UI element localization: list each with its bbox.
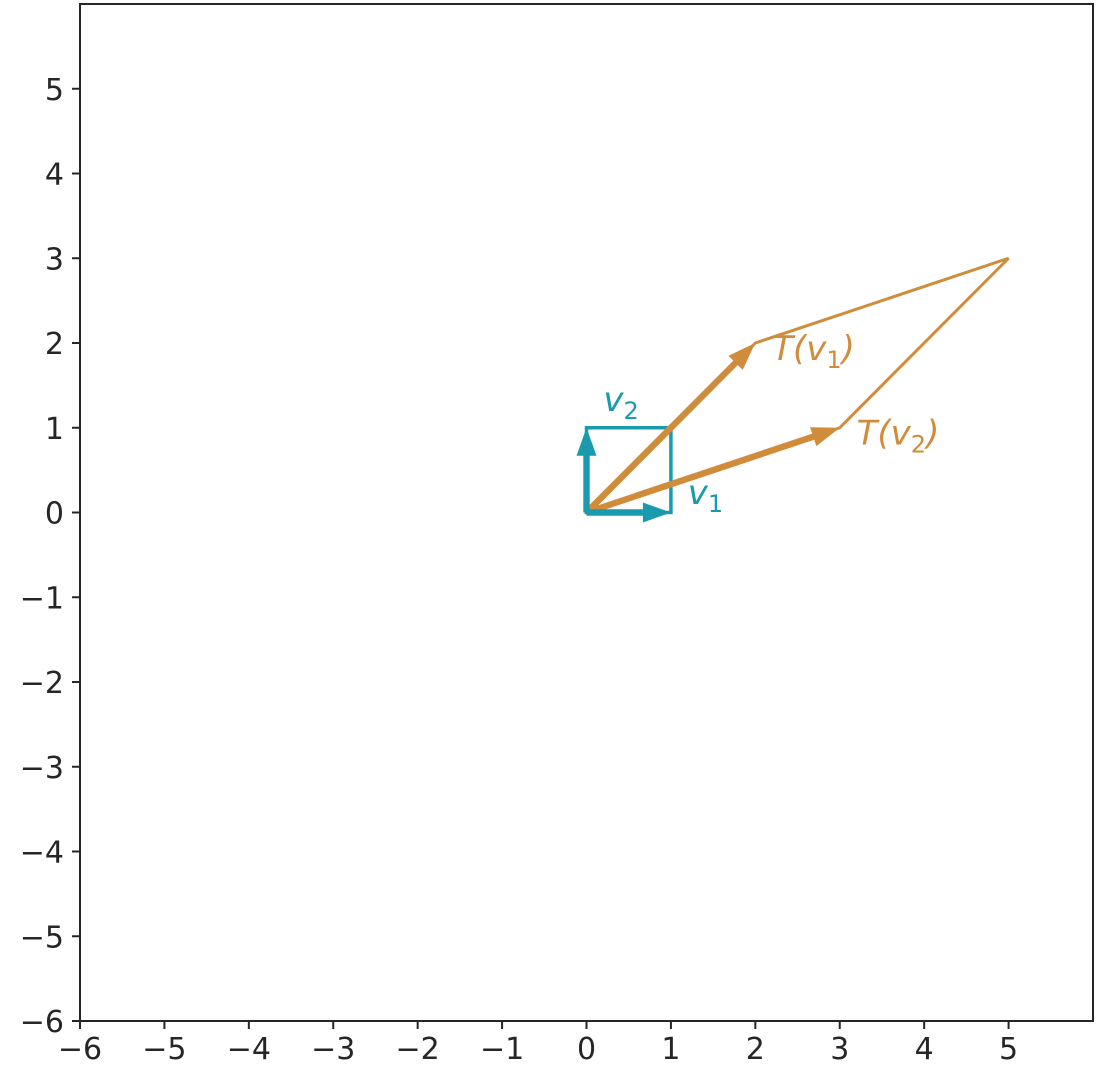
y-tick-label: 2 bbox=[45, 327, 64, 362]
vector-label-close: ) bbox=[923, 414, 939, 454]
vector-label-Tv2: T(v2) bbox=[857, 414, 940, 459]
y-tick-label: −5 bbox=[20, 920, 64, 955]
x-tick-label: −3 bbox=[311, 1032, 355, 1067]
vector-label-base: v bbox=[688, 473, 709, 513]
y-tick-label: −6 bbox=[20, 1005, 64, 1040]
y-tick-label: −2 bbox=[20, 666, 64, 701]
x-tick-label: 1 bbox=[661, 1032, 680, 1067]
x-tick-label: −2 bbox=[396, 1032, 440, 1067]
vector-label-subscript: 1 bbox=[826, 346, 841, 374]
x-tick-label: 3 bbox=[830, 1032, 849, 1067]
vector-label-base: T(v bbox=[772, 329, 827, 369]
x-tick-label: −4 bbox=[227, 1032, 271, 1067]
x-tick-label: −1 bbox=[480, 1032, 524, 1067]
y-tick-label: −1 bbox=[20, 581, 64, 616]
arrow-v2 bbox=[576, 427, 597, 513]
y-tick-label: 3 bbox=[45, 242, 64, 277]
arrow-Tv1 bbox=[584, 343, 756, 515]
x-tick-label: −6 bbox=[58, 1032, 102, 1067]
vector-label-subscript: 1 bbox=[708, 490, 723, 518]
x-tick-label: −5 bbox=[142, 1032, 186, 1067]
y-tick-label: −3 bbox=[20, 751, 64, 786]
vector-label-subscript: 2 bbox=[911, 431, 926, 459]
x-tick-label: 5 bbox=[999, 1032, 1018, 1067]
y-tick-label: 0 bbox=[45, 497, 64, 532]
x-tick-label: 4 bbox=[915, 1032, 934, 1067]
arrow-Tv2 bbox=[585, 427, 840, 516]
vector-label-subscript: 2 bbox=[624, 397, 639, 425]
axes-layer: −6 −5 −4 −3 −2 −1 0 1 2 3 4 5 −6 −5 −4 −3 −2 −1 0 1 2 3 4 5 bbox=[20, 3, 1094, 1067]
y-tick-label: 5 bbox=[45, 73, 64, 108]
vector-label-base: v bbox=[603, 380, 624, 420]
x-tick-label: 2 bbox=[746, 1032, 765, 1067]
vectors-layer bbox=[576, 343, 840, 523]
vector-label-Tv1: T(v1) bbox=[772, 329, 855, 374]
vector-label-v1: v1 bbox=[688, 473, 723, 518]
vector-label-base: T(v bbox=[857, 414, 912, 454]
arrow-v1 bbox=[586, 502, 671, 523]
y-tick-label: −4 bbox=[20, 836, 64, 871]
vector-label-close: ) bbox=[839, 329, 855, 369]
y-tick-label: 1 bbox=[45, 412, 64, 447]
x-tick-label: 0 bbox=[577, 1032, 596, 1067]
vector-label-v2: v2 bbox=[603, 380, 638, 425]
y-tick-label: 4 bbox=[45, 158, 64, 193]
